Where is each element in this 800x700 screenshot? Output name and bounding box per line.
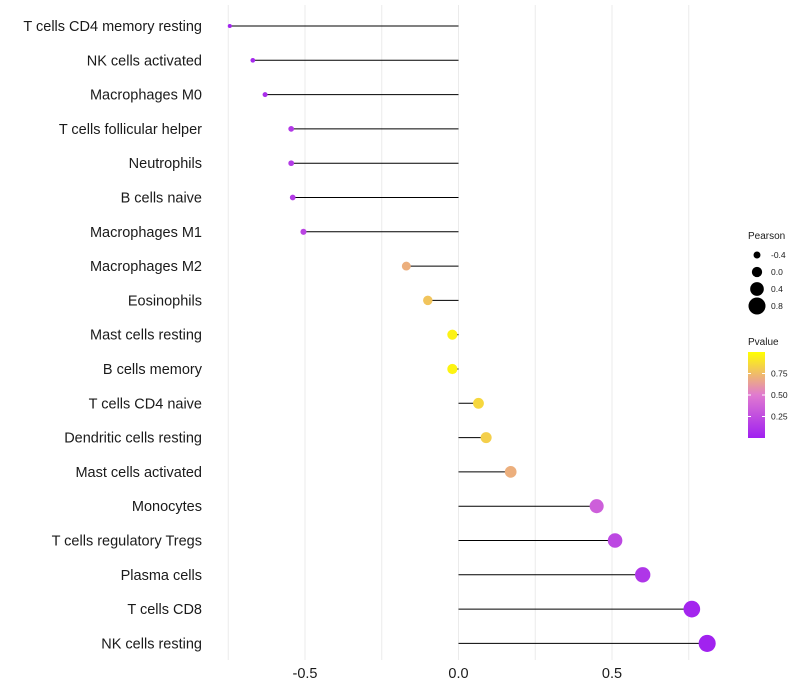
lollipop-point: [504, 466, 517, 478]
point-layer: [227, 23, 716, 652]
category-label: T cells follicular helper: [59, 122, 202, 138]
category-label: Neutrophils: [129, 156, 202, 172]
category-label: Mast cells activated: [75, 465, 202, 481]
category-label: Macrophages M0: [90, 88, 202, 104]
lollipop-point: [607, 533, 623, 548]
color-legend-title: Pvalue: [748, 337, 779, 348]
category-label: T cells CD4 memory resting: [23, 19, 202, 35]
size-legend-key: [748, 297, 766, 315]
size-legend-label: 0.4: [771, 284, 783, 294]
category-label: B cells naive: [121, 191, 202, 207]
category-label: NK cells resting: [101, 636, 202, 652]
category-label: B cells memory: [103, 362, 203, 378]
size-legend-title: Pearson: [748, 231, 785, 242]
lollipop-point: [288, 160, 295, 167]
category-label: Mast cells resting: [90, 328, 202, 344]
lollipop-point: [447, 363, 458, 375]
legend: Pearson -0.4 0.0 0.4 0.8 Pvalue 0.75 0.50 0.25: [748, 231, 788, 438]
lollipop-point: [480, 432, 492, 444]
lollipop-point: [589, 499, 604, 514]
size-legend-label: -0.4: [771, 250, 786, 260]
size-legend-label: 0.0: [771, 267, 783, 277]
lollipop-point: [473, 397, 484, 409]
color-legend-label: 0.25: [771, 412, 788, 422]
category-label: NK cells activated: [87, 53, 202, 69]
lollipop-point: [262, 92, 268, 98]
color-legend-label: 0.50: [771, 390, 788, 400]
lollipop-point: [698, 634, 716, 652]
stem-layer: [229, 25, 708, 644]
lollipop-point: [423, 295, 433, 306]
size-legend-key: [750, 282, 764, 296]
x-tick-layer: -0.5 0.0 0.5: [293, 666, 623, 682]
category-label-layer: T cells CD4 memory resting NK cells activ…: [23, 19, 202, 652]
lollipop-point: [300, 228, 307, 235]
color-legend-bar: [748, 352, 765, 438]
color-legend-label: 0.75: [771, 369, 788, 379]
category-label: Eosinophils: [128, 293, 202, 309]
x-tick-label: 0.5: [602, 666, 622, 682]
category-label: Macrophages M1: [90, 225, 202, 241]
lollipop-point: [447, 329, 458, 340]
lollipop-point: [289, 194, 296, 201]
lollipop-point: [227, 23, 232, 29]
x-tick-label: -0.5: [293, 666, 318, 682]
lollipop-point: [401, 261, 411, 271]
category-label: T cells CD8: [127, 602, 202, 618]
lollipop-point: [635, 567, 651, 583]
category-label: Dendritic cells resting: [64, 431, 202, 447]
category-label: Plasma cells: [121, 568, 202, 584]
category-label: Monocytes: [132, 499, 202, 515]
category-label: Macrophages M2: [90, 259, 202, 275]
lollipop-point: [288, 126, 295, 132]
size-legend-key: [753, 251, 761, 259]
size-legend-label: 0.8: [771, 301, 783, 311]
lollipop-point: [683, 600, 701, 618]
x-tick-label: 0.0: [448, 666, 468, 682]
category-label: T cells CD4 naive: [89, 396, 202, 412]
category-label: T cells regulatory Tregs: [52, 534, 202, 550]
size-legend-key: [751, 266, 763, 278]
lollipop-point: [250, 57, 256, 63]
grid-layer: [227, 5, 690, 660]
